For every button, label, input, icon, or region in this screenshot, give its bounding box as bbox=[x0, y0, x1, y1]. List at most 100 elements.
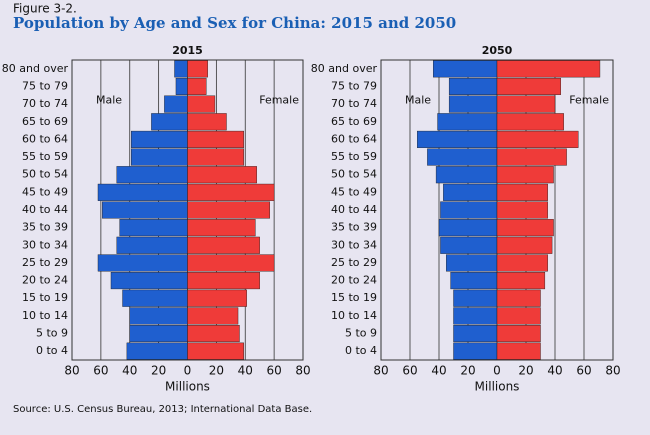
female-bar bbox=[496, 201, 548, 219]
male-bar bbox=[440, 236, 498, 254]
y-tick-label: 0 to 4 bbox=[36, 344, 68, 357]
female-bar bbox=[187, 307, 239, 325]
y-tick-label: 50 to 54 bbox=[22, 168, 68, 181]
y-tick-label: 60 to 64 bbox=[22, 132, 68, 145]
y-tick-label: 55 to 59 bbox=[331, 150, 377, 163]
male-bar bbox=[102, 201, 188, 219]
x-tick-label: 80 bbox=[295, 364, 310, 378]
female-bar bbox=[187, 166, 258, 184]
y-tick-label: 20 to 24 bbox=[331, 274, 377, 287]
x-tick-label: 80 bbox=[605, 364, 620, 378]
x-axis-label: Millions bbox=[165, 380, 210, 394]
female-bar bbox=[496, 325, 541, 343]
y-tick-label: 65 to 69 bbox=[331, 115, 377, 128]
male-bar bbox=[438, 219, 498, 237]
male-bar bbox=[440, 201, 498, 219]
y-tick-label: 80 and over bbox=[311, 62, 378, 75]
x-tick-label: 80 bbox=[373, 364, 388, 378]
male-bar bbox=[448, 95, 498, 113]
male-bar bbox=[164, 95, 188, 113]
y-tick-label: 35 to 39 bbox=[331, 221, 377, 234]
female-bar bbox=[496, 77, 561, 95]
female-bar bbox=[187, 325, 240, 343]
male-bar bbox=[433, 60, 498, 78]
y-tick-label: 30 to 34 bbox=[331, 238, 377, 251]
legend-male: Male bbox=[96, 94, 122, 107]
male-bar bbox=[97, 183, 188, 201]
x-tick-label: 60 bbox=[402, 364, 417, 378]
y-tick-label: 20 to 24 bbox=[22, 274, 68, 287]
y-tick-label: 70 to 74 bbox=[22, 97, 68, 110]
figure-label: Figure 3-2. bbox=[13, 2, 77, 16]
male-bar bbox=[174, 60, 188, 78]
y-tick-label: 75 to 79 bbox=[331, 79, 377, 92]
female-bar bbox=[496, 289, 541, 307]
x-tick-label: 80 bbox=[64, 364, 79, 378]
x-tick-label: 20 bbox=[151, 364, 166, 378]
female-bar bbox=[496, 95, 556, 113]
x-tick-label: 60 bbox=[93, 364, 108, 378]
male-bar bbox=[417, 130, 498, 148]
y-tick-label: 70 to 74 bbox=[331, 97, 377, 110]
female-bar bbox=[496, 113, 564, 131]
y-tick-label: 35 to 39 bbox=[22, 221, 68, 234]
y-tick-label: 5 to 9 bbox=[345, 327, 377, 340]
y-tick-label: 80 and over bbox=[2, 62, 69, 75]
y-tick-label: 50 to 54 bbox=[331, 168, 377, 181]
x-tick-label: 20 bbox=[209, 364, 224, 378]
female-bar bbox=[187, 254, 275, 272]
female-bar bbox=[496, 254, 548, 272]
figure-title: Population by Age and Sex for China: 201… bbox=[13, 14, 456, 32]
female-bar bbox=[187, 236, 260, 254]
male-bar bbox=[443, 183, 498, 201]
y-tick-label: 40 to 44 bbox=[331, 203, 377, 216]
female-bar bbox=[496, 219, 554, 237]
x-tick-label: 20 bbox=[460, 364, 475, 378]
female-bar bbox=[187, 60, 208, 78]
male-bar bbox=[453, 325, 498, 343]
male-bar bbox=[126, 342, 188, 360]
female-bar bbox=[187, 77, 207, 95]
y-tick-label: 45 to 49 bbox=[331, 185, 377, 198]
female-bar bbox=[496, 60, 601, 78]
female-bar bbox=[187, 95, 216, 113]
panel-title: 2050 bbox=[482, 44, 513, 57]
female-bar bbox=[187, 148, 245, 166]
male-bar bbox=[448, 77, 498, 95]
legend-male: Male bbox=[405, 94, 431, 107]
y-tick-label: 60 to 64 bbox=[331, 132, 377, 145]
y-tick-label: 55 to 59 bbox=[22, 150, 68, 163]
legend-female: Female bbox=[259, 94, 299, 107]
male-bar bbox=[453, 289, 498, 307]
female-bar bbox=[496, 130, 579, 148]
y-tick-label: 25 to 29 bbox=[331, 256, 377, 269]
male-bar bbox=[130, 148, 188, 166]
panel-title: 2015 bbox=[172, 44, 203, 57]
female-bar bbox=[496, 183, 548, 201]
y-tick-label: 0 to 4 bbox=[345, 344, 377, 357]
y-tick-label: 40 to 44 bbox=[22, 203, 68, 216]
female-bar bbox=[187, 201, 270, 219]
x-tick-label: 60 bbox=[266, 364, 281, 378]
source: Source: U.S. Census Bureau, 2013; Intern… bbox=[13, 404, 312, 415]
male-bar bbox=[116, 166, 188, 184]
male-bar bbox=[116, 236, 188, 254]
male-bar bbox=[129, 307, 188, 325]
x-axis-label: Millions bbox=[475, 380, 520, 394]
female-bar bbox=[187, 183, 275, 201]
male-bar bbox=[435, 166, 498, 184]
male-bar bbox=[175, 77, 188, 95]
male-bar bbox=[110, 272, 188, 290]
legend-female: Female bbox=[569, 94, 609, 107]
female-bar bbox=[187, 272, 260, 290]
male-bar bbox=[151, 113, 188, 131]
male-bar bbox=[129, 325, 188, 343]
y-tick-label: 75 to 79 bbox=[22, 79, 68, 92]
x-tick-label: 0 bbox=[493, 364, 501, 378]
y-tick-label: 30 to 34 bbox=[22, 238, 68, 251]
y-tick-label: 15 to 19 bbox=[331, 291, 377, 304]
male-bar bbox=[97, 254, 188, 272]
x-tick-label: 40 bbox=[431, 364, 446, 378]
x-tick-label: 0 bbox=[184, 364, 192, 378]
